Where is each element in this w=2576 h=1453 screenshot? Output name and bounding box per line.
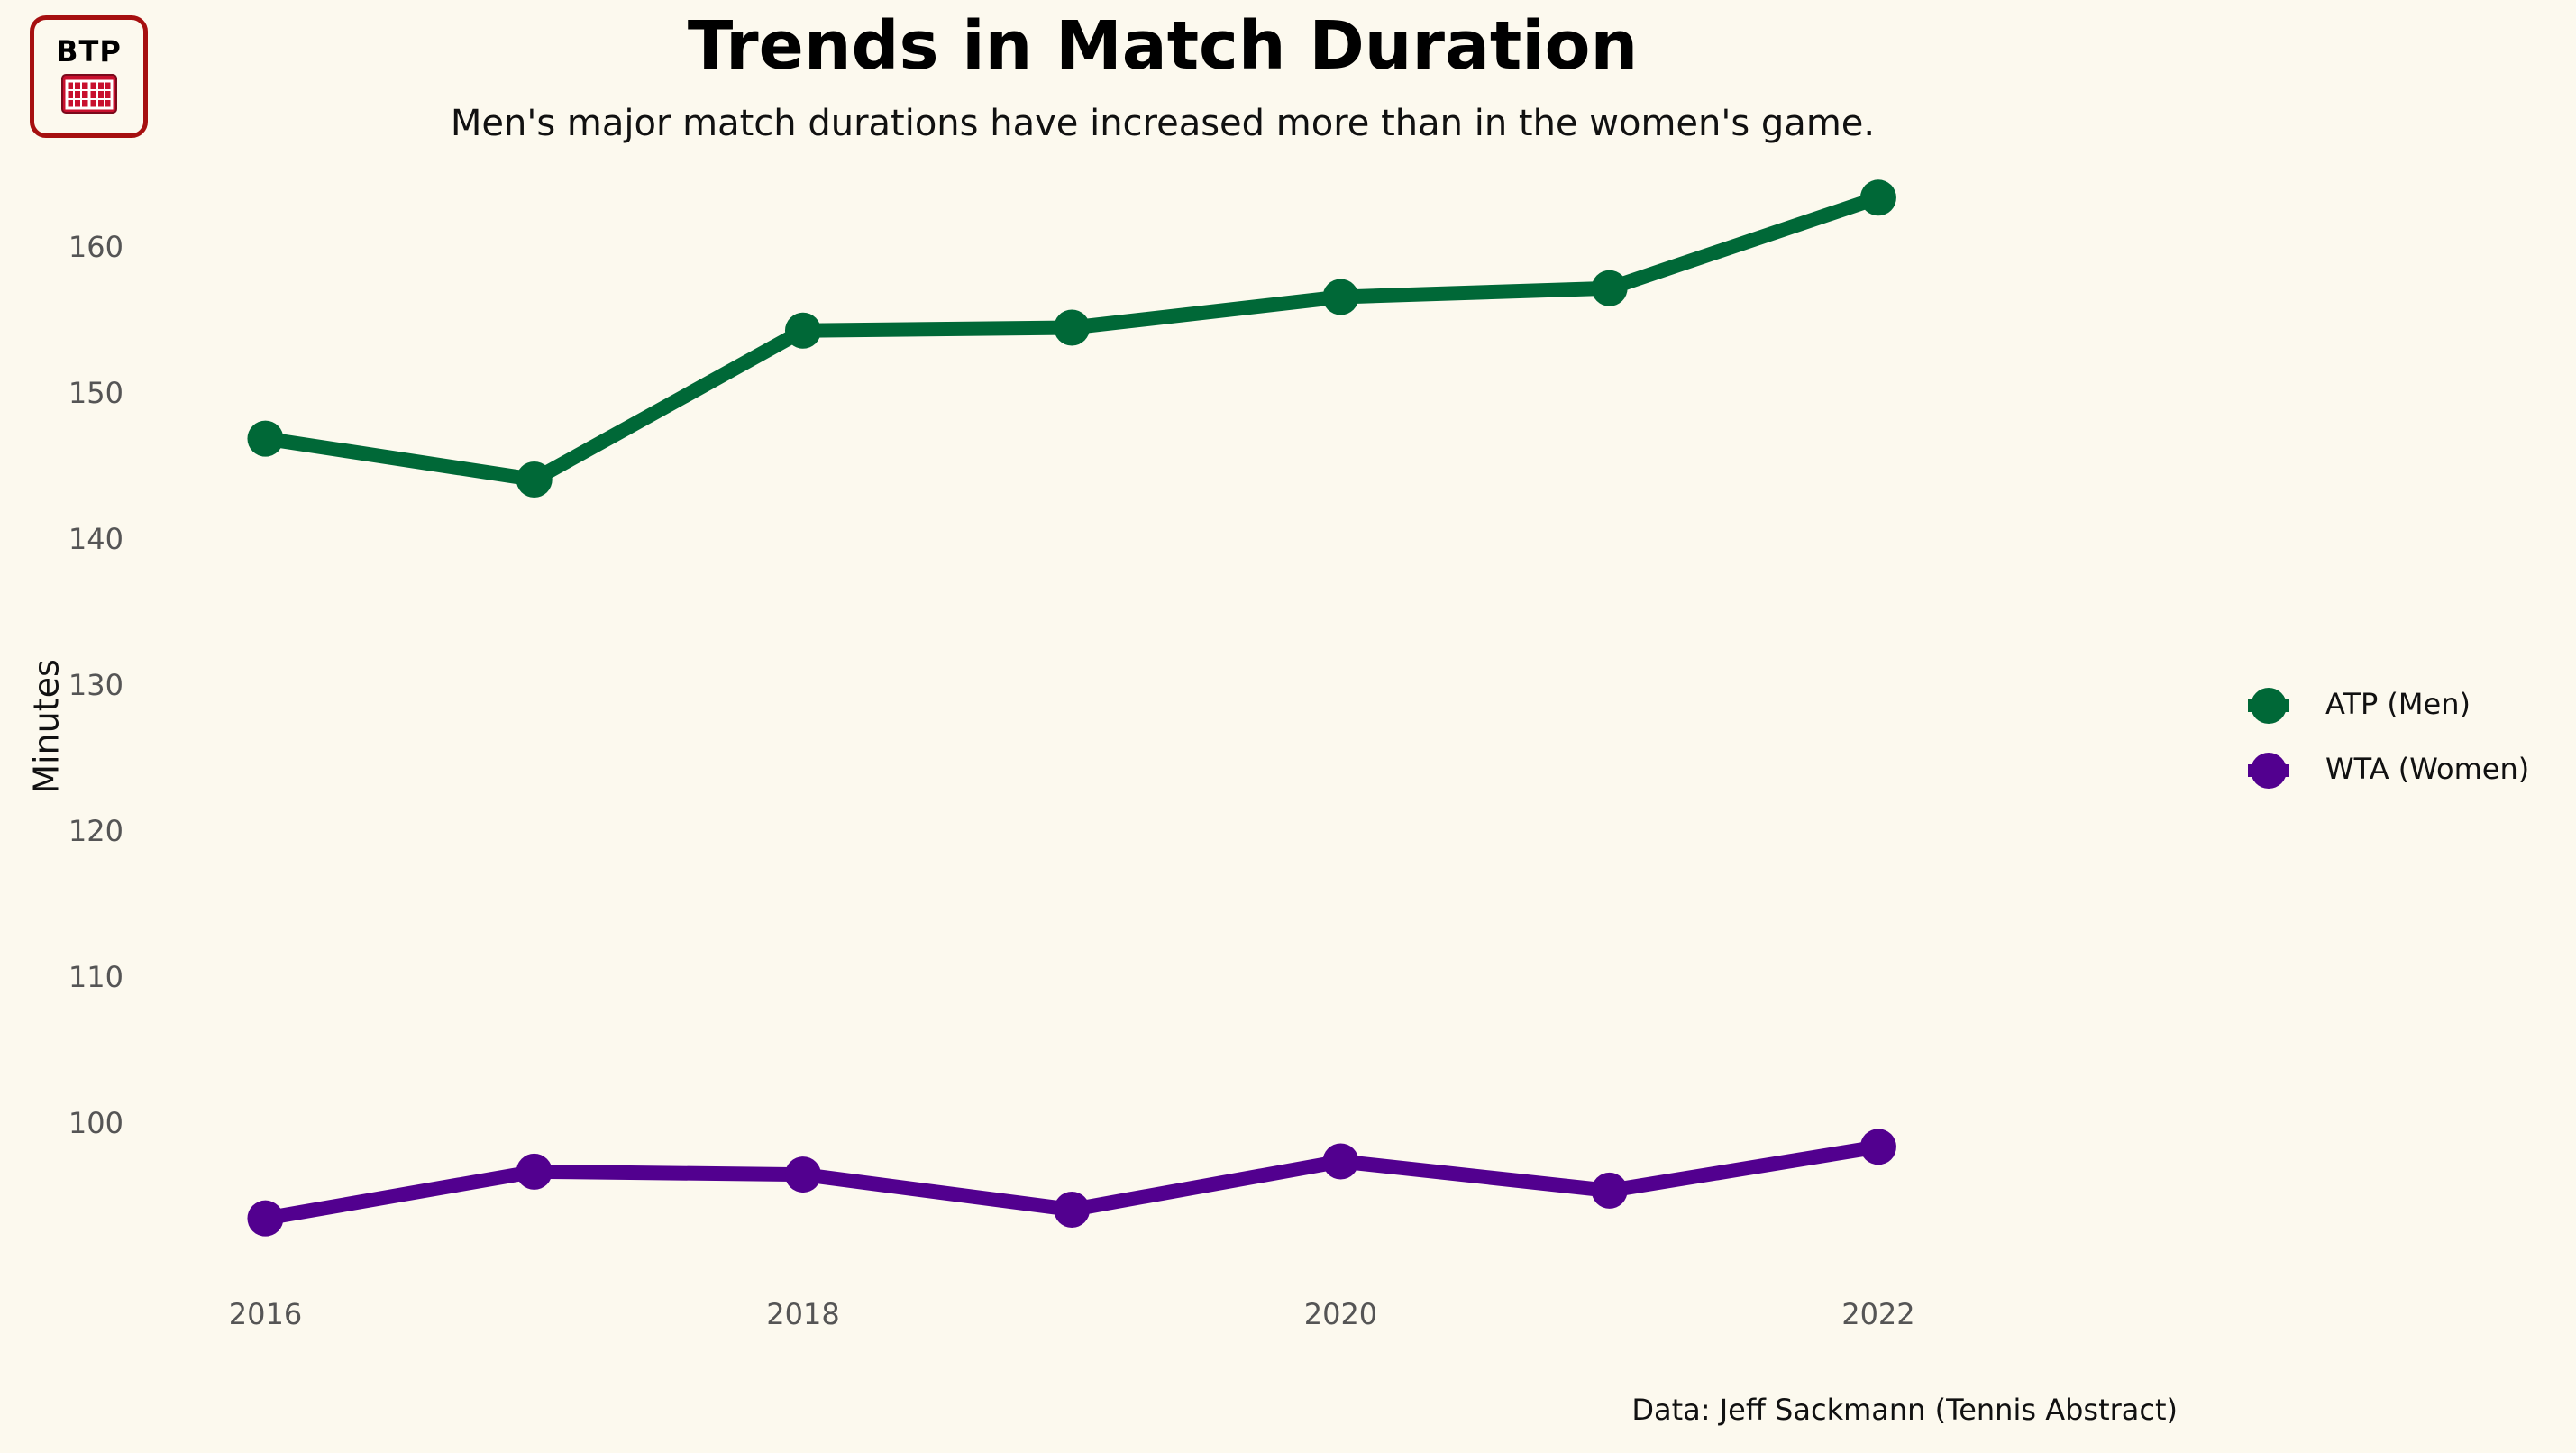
y-tick-label: 130 <box>69 668 123 702</box>
data-point-atp-2022 <box>1859 179 1896 216</box>
chart-subtitle: Men's major match durations have increas… <box>450 103 1876 144</box>
data-point-wta-2019 <box>1054 1191 1091 1228</box>
y-tick-label: 120 <box>69 814 123 848</box>
y-axis-label: Minutes <box>27 659 67 794</box>
legend-label-atp: ATP (Men) <box>2325 687 2471 721</box>
data-point-wta-2016 <box>247 1200 284 1237</box>
x-axis: 2016 2018 2020 2022 <box>229 1297 1915 1331</box>
y-tick-label: 160 <box>69 230 123 264</box>
x-tick-label: 2016 <box>229 1297 302 1331</box>
data-point-atp-2021 <box>1591 270 1628 306</box>
data-point-wta-2022 <box>1859 1129 1896 1165</box>
series-layer <box>247 179 1896 1237</box>
legend-swatch-dot-wta <box>2251 753 2287 789</box>
btp-logo: BTP <box>30 15 148 138</box>
y-tick-label: 110 <box>69 960 123 994</box>
data-point-atp-2018 <box>784 312 821 349</box>
x-tick-label: 2022 <box>1841 1297 1914 1331</box>
data-point-atp-2019 <box>1054 309 1091 346</box>
tennis-court-icon <box>60 74 117 114</box>
y-tick-label: 150 <box>69 376 123 410</box>
y-axis: 100 110 120 130 140 150 160 <box>69 230 123 1140</box>
legend-label-wta: WTA (Women) <box>2325 752 2529 786</box>
logo-text: BTP <box>56 34 122 69</box>
data-point-wta-2017 <box>516 1153 553 1190</box>
data-point-atp-2016 <box>247 420 284 457</box>
legend-swatch-dot-atp <box>2251 688 2287 724</box>
chart-title: Trends in Match Duration <box>687 7 1639 85</box>
y-tick-label: 100 <box>69 1106 123 1140</box>
x-tick-label: 2020 <box>1304 1297 1377 1331</box>
data-point-atp-2020 <box>1322 279 1359 315</box>
legend: ATP (Men) WTA (Women) <box>2248 687 2529 789</box>
data-source-caption: Data: Jeff Sackmann (Tennis Abstract) <box>1631 1393 2178 1427</box>
data-point-wta-2018 <box>784 1156 821 1193</box>
x-tick-label: 2018 <box>766 1297 839 1331</box>
data-point-wta-2020 <box>1322 1143 1359 1180</box>
data-point-wta-2021 <box>1591 1172 1628 1209</box>
data-point-atp-2017 <box>516 461 553 498</box>
y-tick-label: 140 <box>69 522 123 556</box>
